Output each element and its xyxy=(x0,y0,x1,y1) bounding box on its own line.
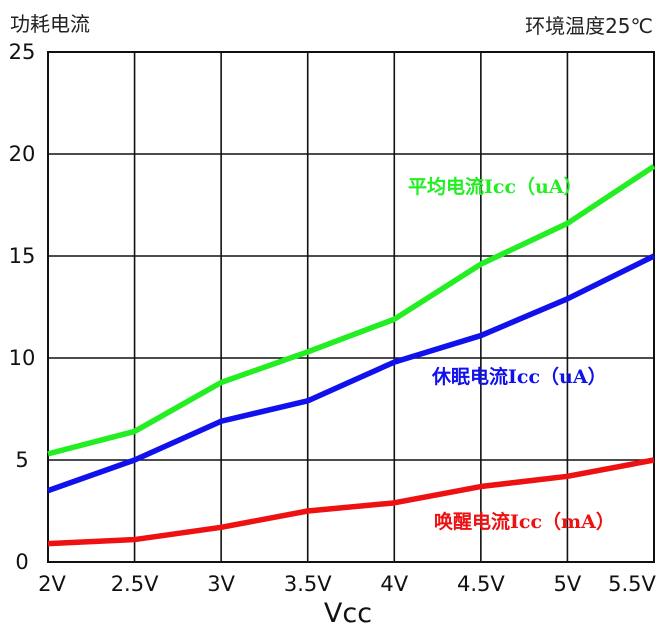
x-tick-labels: 2V 2.5V 3V 3.5V 4V 4.5V 5V 5.5V xyxy=(38,572,656,596)
plot-border xyxy=(47,51,655,563)
grid xyxy=(47,51,655,563)
series-lines xyxy=(47,163,656,547)
x-tick-label: 2V xyxy=(38,572,66,596)
y-tick-label: 25 xyxy=(9,40,36,64)
series-line-2 xyxy=(47,253,656,494)
y-tick-label: 0 xyxy=(15,550,28,574)
y-axis-title: 功耗电流 xyxy=(10,12,90,36)
x-tick-label: 4.5V xyxy=(457,572,505,596)
series-label-1: 平均电流Icc（uA） xyxy=(408,175,583,198)
y-tick-label: 5 xyxy=(15,448,28,472)
x-tick-label: 3V xyxy=(207,572,235,596)
condition-label: 环境温度25℃ xyxy=(525,14,653,38)
x-tick-label: 3.5V xyxy=(284,572,332,596)
series-labels: 平均电流Icc（uA） 休眠电流Icc（uA） 唤醒电流Icc（mA） xyxy=(408,175,615,533)
y-tick-labels: 0 5 10 15 20 25 xyxy=(9,40,36,574)
series-line-1 xyxy=(47,163,656,457)
x-tick-label: 5V xyxy=(554,572,582,596)
y-tick-label: 15 xyxy=(9,244,36,268)
y-tick-label: 10 xyxy=(9,346,36,370)
x-tick-label: 2.5V xyxy=(111,572,159,596)
y-tick-label: 20 xyxy=(9,142,36,166)
series-label-2: 休眠电流Icc（uA） xyxy=(431,365,607,388)
series-line-3 xyxy=(47,457,655,547)
x-tick-label: 5.5V xyxy=(608,572,656,596)
x-axis-title: Vcc xyxy=(324,598,372,629)
series-label-3: 唤醒电流Icc（mA） xyxy=(434,510,615,533)
x-tick-label: 4V xyxy=(380,572,408,596)
